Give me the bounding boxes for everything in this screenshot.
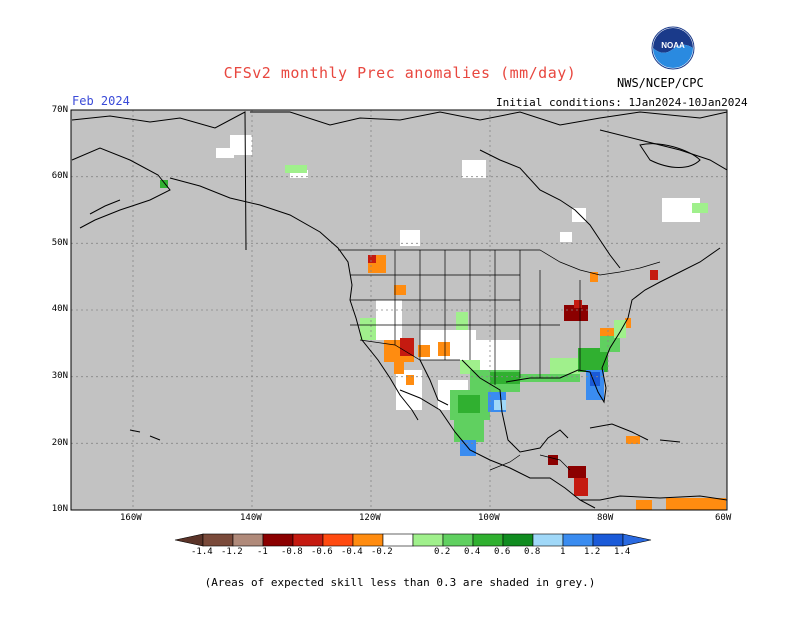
lat-label: 40N — [51, 304, 68, 314]
colorbar-swatch — [352, 533, 384, 547]
colorbar-label: 1.4 — [614, 547, 631, 557]
skill-note: (Areas of expected skill less than 0.3 a… — [204, 576, 596, 589]
colorbar-label: 0.6 — [494, 547, 511, 557]
chart-title: CFSv2 monthly Prec anomalies (mm/day) — [223, 64, 577, 82]
graticule — [71, 110, 727, 510]
lon-label: 120W — [359, 513, 381, 523]
colorbar-swatch — [202, 533, 234, 547]
noaa-logo: NOAA — [651, 26, 695, 70]
lat-label: 10N — [51, 504, 68, 514]
colorbar — [174, 533, 652, 547]
colorbar-label: -0.2 — [371, 547, 393, 557]
colorbar-label: -1.4 — [191, 547, 213, 557]
dry-anomalies — [368, 255, 726, 510]
colorbar-swatch — [262, 533, 294, 547]
colorbar-swatch — [472, 533, 504, 547]
colorbar-swatch — [382, 533, 414, 547]
colorbar-swatch — [442, 533, 474, 547]
lat-label: 20N — [51, 438, 68, 448]
map-frame — [70, 109, 728, 511]
colorbar-swatch — [532, 533, 564, 547]
colorbar-label: 1 — [560, 547, 566, 557]
noaa-logo-text: NOAA — [661, 41, 685, 50]
colorbar-label: 0.8 — [524, 547, 541, 557]
lon-label: 140W — [240, 513, 262, 523]
forecast-month: Feb 2024 — [72, 94, 130, 108]
lon-label: 60W — [715, 513, 732, 523]
colorbar-label: -0.4 — [341, 547, 363, 557]
colorbar-swatch — [562, 533, 594, 547]
colorbar-label: 1.2 — [584, 547, 601, 557]
colorbar-swatch — [292, 533, 324, 547]
colorbar-swatch — [322, 533, 354, 547]
colorbar-label: -0.8 — [281, 547, 303, 557]
colorbar-swatch — [232, 533, 264, 547]
lon-label: 80W — [597, 513, 614, 523]
lat-label: 70N — [51, 105, 68, 115]
colorbar-arrow-right — [622, 533, 652, 547]
lon-label: 160W — [120, 513, 142, 523]
political-borders — [338, 249, 661, 471]
colorbar-label: 0.2 — [434, 547, 451, 557]
lat-label: 60N — [51, 171, 68, 181]
org-label: NWS/NCEP/CPC — [617, 76, 704, 90]
initial-conditions: Initial conditions: 1Jan2024-10Jan2024 — [496, 96, 748, 109]
lat-label: 30N — [51, 371, 68, 381]
colorbar-label: -1.2 — [221, 547, 243, 557]
colorbar-label: -1 — [257, 547, 268, 557]
coastlines — [71, 111, 727, 509]
colorbar-swatch — [592, 533, 624, 547]
colorbar-label: -0.6 — [311, 547, 333, 557]
colorbar-arrow-left — [174, 533, 204, 547]
colorbar-swatch — [412, 533, 444, 547]
colorbar-label: 0.4 — [464, 547, 481, 557]
lat-label: 50N — [51, 238, 68, 248]
lon-label: 100W — [478, 513, 500, 523]
colorbar-swatch — [502, 533, 534, 547]
